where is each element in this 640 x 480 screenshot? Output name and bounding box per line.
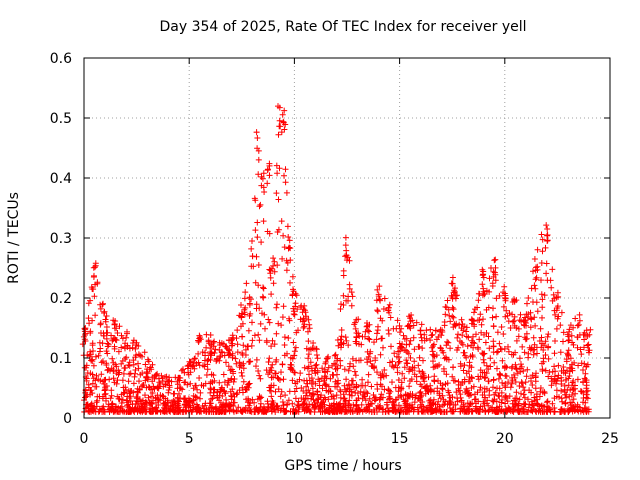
- x-axis-label: GPS time / hours: [284, 458, 401, 474]
- scatter-points: [79, 103, 594, 415]
- axis-ticks: 0 5 10 15 20 25 0 0.1 0.2 0.3 0.4 0.5 0.6: [50, 51, 619, 447]
- y-tick-label: 0.4: [50, 171, 72, 187]
- y-tick-label: 0.6: [50, 51, 72, 67]
- roti-points: [79, 103, 594, 415]
- x-tick-label: 0: [80, 431, 89, 447]
- y-tick-label: 0.2: [50, 291, 72, 307]
- x-tick-label: 25: [601, 431, 619, 447]
- y-tick-label: 0.5: [50, 111, 72, 127]
- x-tick-label: 20: [496, 431, 514, 447]
- y-axis-label: ROTI / TECUs: [6, 192, 22, 284]
- x-tick-label: 10: [285, 431, 303, 447]
- y-tick-label: 0: [63, 411, 72, 427]
- chart-title: Day 354 of 2025, Rate Of TEC Index for r…: [159, 19, 526, 35]
- x-tick-label: 15: [391, 431, 409, 447]
- y-tick-label: 0.3: [50, 231, 72, 247]
- y-tick-label: 0.1: [50, 351, 72, 367]
- x-tick-label: 5: [185, 431, 194, 447]
